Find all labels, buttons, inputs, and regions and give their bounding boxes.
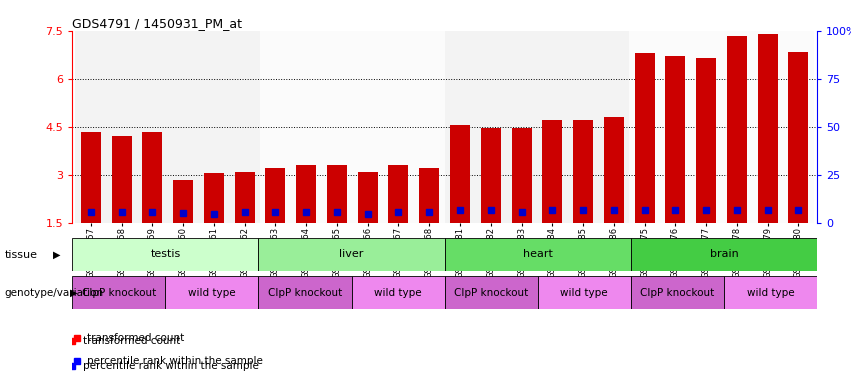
Text: ClpP knockout: ClpP knockout [640, 288, 715, 298]
Text: wild type: wild type [374, 288, 422, 298]
Bar [481, 128, 500, 223]
Text: transformed count: transformed count [83, 336, 180, 346]
Bar [296, 165, 317, 223]
Text: wild type: wild type [746, 288, 794, 298]
Bar [72, 276, 165, 309]
Bar [235, 172, 254, 223]
Text: brain: brain [710, 249, 739, 260]
Text: GDS4791 / 1450931_PM_at: GDS4791 / 1450931_PM_at [72, 17, 243, 30]
Bar [538, 276, 631, 309]
Bar [72, 238, 259, 271]
Bar [357, 172, 378, 223]
Bar [266, 168, 285, 223]
Bar [420, 168, 439, 223]
Text: ▶: ▶ [70, 288, 77, 298]
Text: heart: heart [523, 249, 552, 260]
Text: genotype/variation: genotype/variation [4, 288, 103, 298]
Text: ▶: ▶ [53, 250, 60, 260]
Bar [542, 120, 563, 223]
Bar [173, 180, 193, 223]
Bar [327, 165, 347, 223]
Text: tissue: tissue [4, 250, 37, 260]
Bar [511, 128, 532, 223]
Text: ClpP knockout: ClpP knockout [454, 288, 528, 298]
Bar [757, 34, 778, 223]
Bar [789, 51, 808, 223]
Bar [259, 276, 351, 309]
Bar [142, 132, 163, 223]
Bar [444, 276, 538, 309]
Bar [696, 58, 717, 223]
Text: wild type: wild type [188, 288, 236, 298]
Bar [631, 238, 817, 271]
Text: wild type: wild type [561, 288, 608, 298]
Bar [573, 120, 593, 223]
Text: transformed count: transformed count [88, 333, 185, 343]
Bar [635, 53, 654, 223]
Bar [450, 125, 470, 223]
Bar [165, 276, 259, 309]
Text: ClpP knockout: ClpP knockout [82, 288, 156, 298]
Text: percentile rank within the sample: percentile rank within the sample [88, 356, 263, 366]
Text: ClpP knockout: ClpP knockout [268, 288, 342, 298]
Bar [81, 132, 100, 223]
Bar [631, 276, 724, 309]
Bar [259, 238, 444, 271]
Bar [665, 56, 685, 223]
Bar [629, 31, 814, 223]
Bar [260, 31, 444, 223]
Bar [111, 136, 132, 223]
Bar [724, 276, 817, 309]
Text: liver: liver [340, 249, 363, 260]
Bar [604, 117, 624, 223]
Text: percentile rank within the sample: percentile rank within the sample [83, 361, 259, 371]
Bar [727, 36, 747, 223]
Text: testis: testis [151, 249, 180, 260]
Bar [76, 31, 260, 223]
Bar [444, 238, 631, 271]
Bar [389, 165, 408, 223]
Bar [444, 31, 629, 223]
Bar [204, 173, 224, 223]
Bar [351, 276, 444, 309]
